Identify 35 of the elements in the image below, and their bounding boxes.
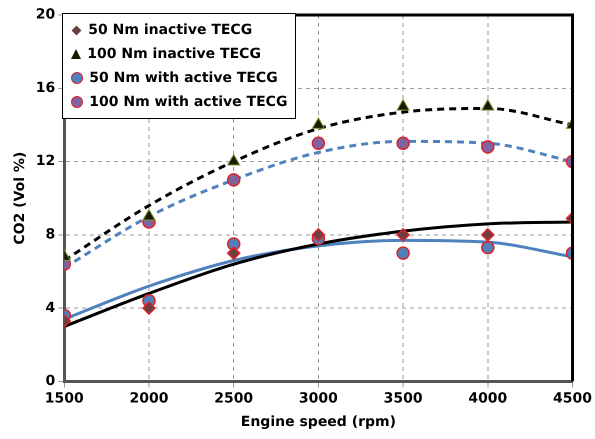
x-tick-label: 1500: [44, 390, 84, 406]
point: [142, 301, 156, 315]
point: [227, 154, 240, 166]
y-tick-label: 0: [46, 373, 56, 390]
y-tick-label: 4: [46, 300, 56, 316]
x-axis-title: Engine speed (rpm): [240, 414, 396, 430]
legend-label: 50 Nm with active TECG: [89, 70, 278, 86]
y-tick-label: 20: [36, 6, 56, 23]
point: [396, 136, 410, 150]
x-tick-label: 4500: [553, 390, 592, 406]
point: [396, 228, 410, 242]
x-tick-label: 3000: [298, 390, 338, 406]
x-tick-label: 3500: [384, 390, 423, 406]
point: [396, 99, 410, 111]
legend-label: 100 Nm with active TECG: [89, 94, 288, 110]
x-tick-label: 4000: [468, 390, 508, 406]
point: [226, 246, 240, 260]
point: [312, 228, 326, 242]
point: [226, 173, 240, 187]
y-axis-title: CO2 (Vol %): [12, 152, 28, 245]
point: [312, 136, 326, 150]
point: [142, 209, 156, 221]
x-tick-label: 2500: [214, 390, 254, 406]
y-tick-label: 16: [36, 80, 56, 96]
legend-label: 50 Nm inactive TECG: [88, 22, 252, 38]
point: [481, 140, 495, 154]
point: [396, 246, 410, 260]
x-tick-label: 2000: [130, 390, 169, 406]
y-tick-label: 8: [46, 226, 56, 242]
point: [481, 99, 494, 111]
point: [481, 240, 495, 254]
y-tick-label: 12: [36, 153, 56, 170]
point: [312, 117, 325, 129]
point: [481, 228, 495, 242]
legend-label: 100 Nm inactive TECG: [87, 46, 261, 62]
